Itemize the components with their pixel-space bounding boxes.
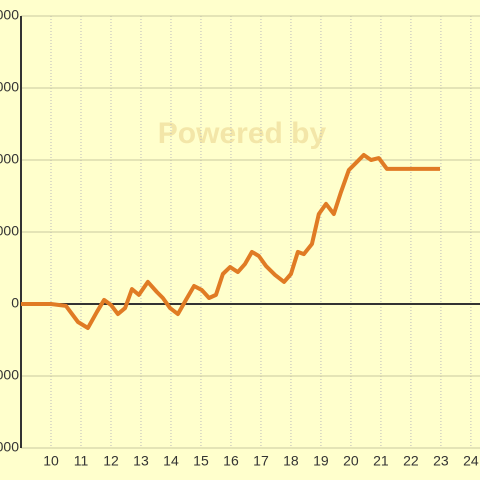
y-tick-label: -6,000 xyxy=(0,439,19,455)
x-tick-label: 13 xyxy=(133,453,149,469)
y-tick-label: 9,000 xyxy=(0,79,19,95)
line xyxy=(21,152,441,330)
x-tick-label: 17 xyxy=(253,453,269,469)
x-tick-label: 16 xyxy=(223,453,239,469)
y-tick-label: 3,000 xyxy=(0,223,19,239)
x-tick-label: 19 xyxy=(313,453,329,469)
x-tick-label: 22 xyxy=(403,453,419,469)
x-tick-label: 15 xyxy=(193,453,209,469)
x-tick-label: 21 xyxy=(373,453,389,469)
x-tick-label: 23 xyxy=(433,453,449,469)
x-tick-label: 10 xyxy=(43,453,59,469)
watermark: Powered by xyxy=(158,117,327,150)
x-tick-label: 18 xyxy=(283,453,299,469)
y-tick-label: 0 xyxy=(11,295,19,311)
y-tick-label: 6,000 xyxy=(0,151,19,167)
y-tick-label: -3,000 xyxy=(0,367,19,383)
x-tick-label: 20 xyxy=(343,453,359,469)
x-tick-label: 11 xyxy=(74,453,89,469)
y-tick-label: 12,000 xyxy=(0,7,19,23)
x-tick-label: 12 xyxy=(103,453,119,469)
x-tick-label: 24 xyxy=(463,453,479,469)
x-tick-label: 14 xyxy=(163,453,179,469)
